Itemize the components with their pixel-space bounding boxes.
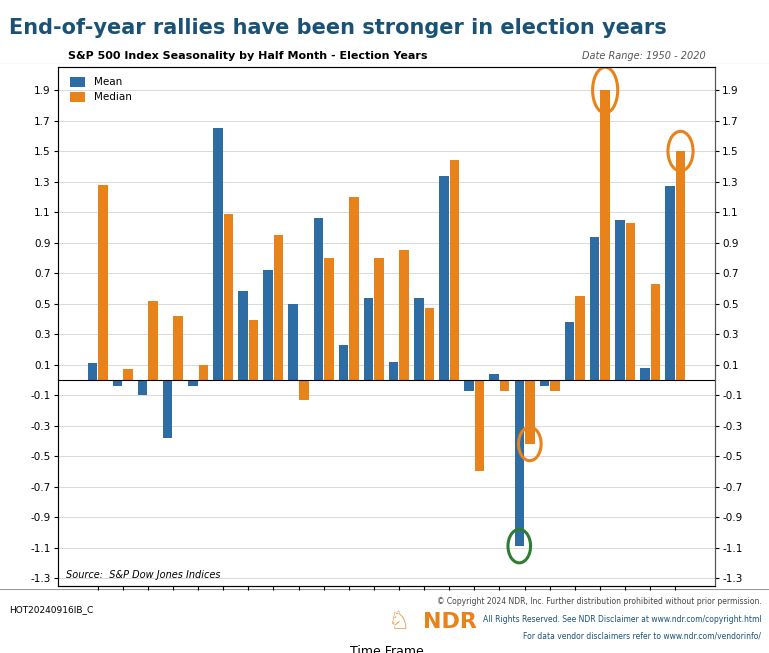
Bar (325, 258, 334, 380)
Bar (314, 218, 323, 380)
Bar (123, 369, 133, 380)
Bar (238, 291, 248, 380)
Text: NDR: NDR (423, 613, 477, 632)
Bar (575, 296, 585, 380)
Text: Source:  S&P Dow Jones Indices: Source: S&P Dow Jones Indices (65, 569, 220, 579)
Bar (414, 298, 424, 380)
Bar (375, 258, 384, 380)
Bar (676, 151, 685, 380)
Text: For data vendor disclaimers refer to www.ndr.com/vendorinfo/: For data vendor disclaimers refer to www… (524, 632, 761, 641)
Text: End-of-year rallies have been stronger in election years: End-of-year rallies have been stronger i… (9, 18, 667, 38)
Bar (540, 380, 549, 386)
Bar (601, 90, 610, 380)
Bar (98, 185, 108, 380)
Bar (249, 321, 258, 380)
Bar (389, 362, 398, 380)
Text: Time Frame: Time Frame (350, 645, 423, 653)
Text: All Rights Reserved. See NDR Disclaimer at www.ndr.com/copyright.html: All Rights Reserved. See NDR Disclaimer … (483, 614, 761, 624)
Bar (489, 374, 499, 380)
Bar (474, 380, 484, 471)
Bar (615, 220, 624, 380)
Text: HOT20240916IB_C: HOT20240916IB_C (9, 605, 94, 614)
Bar (500, 380, 510, 390)
Bar (213, 128, 223, 380)
Bar (263, 270, 273, 380)
Bar (224, 214, 233, 380)
Text: Date Range: 1950 - 2020: Date Range: 1950 - 2020 (581, 51, 705, 61)
Bar (198, 364, 208, 380)
Bar (625, 223, 635, 380)
Bar (364, 298, 374, 380)
Bar (439, 176, 448, 380)
Bar (399, 250, 409, 380)
Bar (424, 308, 434, 380)
Bar (464, 380, 474, 390)
Bar (188, 380, 198, 386)
Bar (450, 160, 459, 380)
Bar (550, 380, 560, 390)
Bar (590, 236, 599, 380)
Bar (113, 380, 122, 386)
Bar (338, 345, 348, 380)
Bar (299, 380, 308, 400)
Bar (564, 322, 574, 380)
Bar (148, 300, 158, 380)
Bar (288, 304, 298, 380)
Bar (163, 380, 172, 438)
Text: © Copyright 2024 NDR, Inc. Further distribution prohibited without prior permiss: © Copyright 2024 NDR, Inc. Further distr… (437, 597, 761, 606)
Bar (640, 368, 650, 380)
Bar (174, 316, 183, 380)
Bar (88, 363, 97, 380)
Bar (274, 235, 284, 380)
Text: ♘: ♘ (388, 611, 411, 634)
Bar (349, 197, 359, 380)
Legend: Mean, Median: Mean, Median (65, 72, 136, 106)
Bar (138, 380, 148, 395)
Bar (665, 186, 674, 380)
Bar (651, 284, 660, 380)
Bar (514, 380, 524, 546)
Text: S&P 500 Index Seasonality by Half Month - Election Years: S&P 500 Index Seasonality by Half Month … (68, 51, 427, 61)
Bar (525, 380, 534, 444)
